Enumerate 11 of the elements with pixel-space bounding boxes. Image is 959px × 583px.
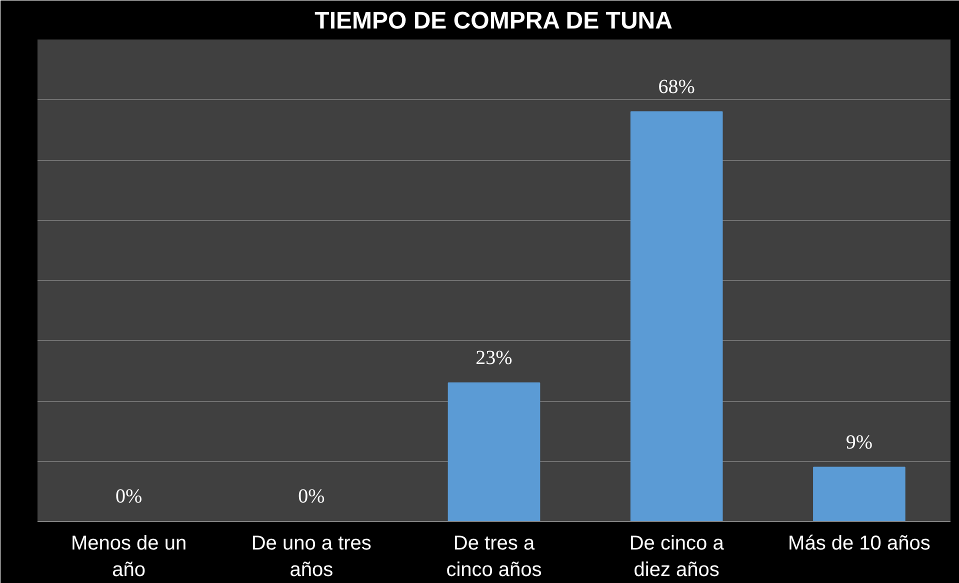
chart-title: TIEMPO DE COMPRA DE TUNA [314, 8, 672, 34]
x-tick-label: De uno a tres años [251, 532, 372, 581]
x-tick-label: De cinco a diez años [629, 532, 725, 581]
x-tick-label: Menos de un año [70, 532, 187, 581]
data-label: 0% [115, 486, 142, 508]
x-tick-label: De tres a cinco años [446, 532, 542, 581]
data-label: 68% [658, 76, 695, 98]
data-label: 0% [298, 486, 325, 508]
x-tick-label: Más de 10 años [788, 532, 930, 554]
data-label: 23% [476, 346, 512, 369]
data-label: 9% [846, 431, 873, 454]
